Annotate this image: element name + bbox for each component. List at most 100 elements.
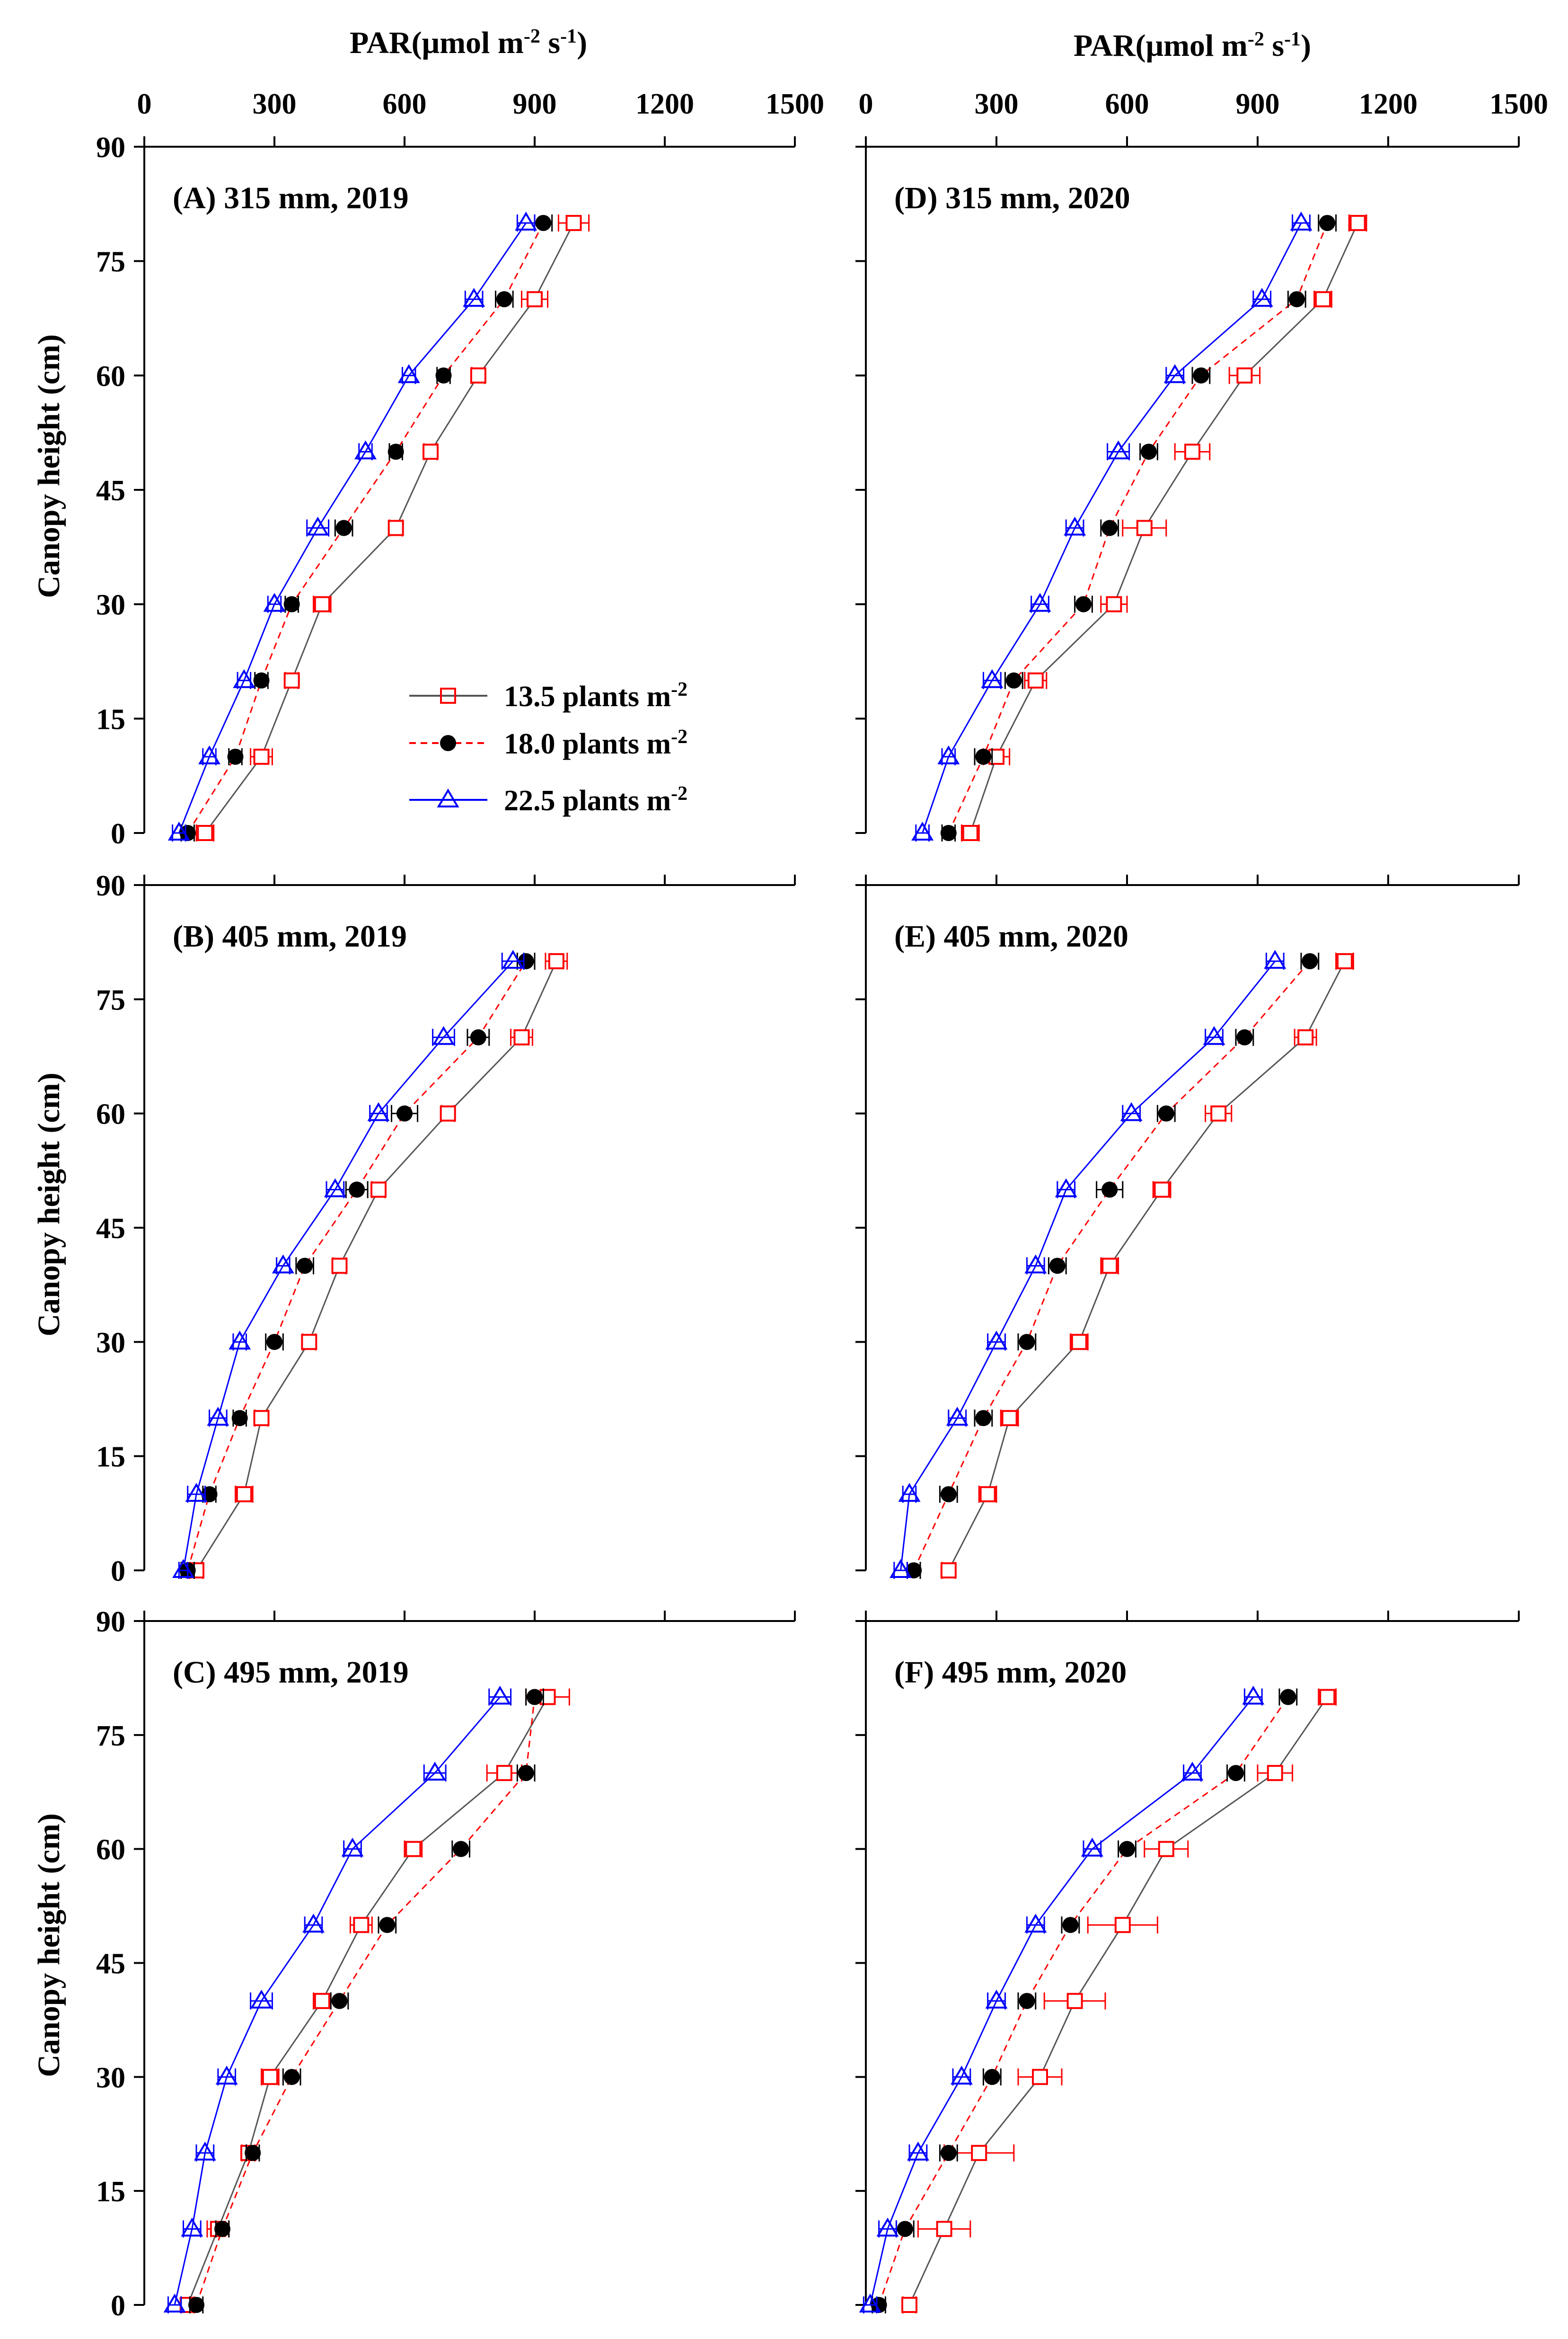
data-point-22-5 <box>163 2294 186 2312</box>
data-point-18-0 <box>1101 520 1118 536</box>
data-point-18-0 <box>179 825 196 841</box>
data-point-18-0 <box>940 1486 957 1503</box>
data-point-22-5 <box>1203 1026 1225 1045</box>
data-point-13-5 <box>253 748 270 765</box>
y-tick-label: 90 <box>96 870 125 902</box>
data-point-22-5 <box>1290 212 1313 231</box>
data-point-18-0 <box>1319 215 1336 231</box>
x-tick-label: 900 <box>513 88 557 120</box>
data-point-13-5 <box>1071 1334 1087 1350</box>
data-point-18-0 <box>388 443 404 460</box>
x-tick-label: 0 <box>859 88 873 120</box>
data-point-13-5 <box>1136 520 1153 536</box>
series-line-2 <box>187 961 527 1571</box>
data-point-22-5 <box>397 364 420 383</box>
data-point-22-5 <box>324 1178 346 1197</box>
data-point-13-5 <box>253 1410 270 1426</box>
y-tick-label: 60 <box>96 360 125 392</box>
data-point-22-5 <box>1107 440 1130 460</box>
x-tick-label: 300 <box>253 88 297 120</box>
y-tick-label: 60 <box>96 1834 125 1866</box>
data-point-22-5 <box>250 1989 273 2009</box>
data-point-13-5 <box>1210 1105 1227 1122</box>
y-tick-label: 45 <box>96 1948 125 1980</box>
data-point-18-0 <box>227 748 244 765</box>
data-point-22-5 <box>859 2294 881 2312</box>
data-point-18-0 <box>940 825 957 841</box>
data-point-18-0 <box>396 1105 413 1122</box>
y-axis-title-c: Canopy height (cm) <box>32 1813 66 2077</box>
data-point-18-0 <box>1101 1181 1118 1198</box>
data-point-18-0 <box>214 2221 230 2237</box>
data-point-13-5 <box>1349 215 1366 231</box>
data-point-22-5 <box>463 288 485 307</box>
data-point-18-0 <box>1236 1029 1253 1045</box>
legend-marker-open-square <box>440 688 456 704</box>
y-tick-label: 15 <box>96 703 125 735</box>
data-point-13-5 <box>1106 596 1122 612</box>
data-point-18-0 <box>245 2144 261 2161</box>
data-point-13-5 <box>1001 1410 1018 1426</box>
y-tick-label: 75 <box>96 246 125 278</box>
data-point-22-5 <box>1242 1685 1265 1705</box>
data-point-22-5 <box>946 1407 969 1426</box>
legend-entry-22-5: 22.5 plants m-2 <box>409 783 687 817</box>
data-point-22-5 <box>167 822 190 841</box>
y-tick-label: 30 <box>96 589 125 621</box>
data-point-13-5 <box>353 1917 370 1933</box>
data-point-18-0 <box>435 367 452 384</box>
data-point-13-5 <box>301 1334 317 1350</box>
data-point-22-5 <box>1251 288 1273 307</box>
legend-entry-13-5: 13.5 plants m-2 <box>409 679 687 713</box>
data-point-13-5 <box>1315 291 1331 308</box>
x-tick-label: 1200 <box>1359 88 1418 120</box>
x-axis-title-left: PAR(μmol m-2 s-1) <box>350 26 587 60</box>
data-point-22-5 <box>432 1026 455 1045</box>
data-point-22-5 <box>985 1989 1008 2009</box>
data-point-22-5 <box>341 1837 364 1857</box>
data-point-22-5 <box>1055 1178 1077 1197</box>
data-point-13-5 <box>388 520 404 536</box>
data-point-22-5 <box>272 1254 294 1274</box>
data-point-22-5 <box>354 440 377 460</box>
data-point-22-5 <box>985 1330 1008 1350</box>
data-point-22-5 <box>229 1330 251 1350</box>
y-tick-label: 0 <box>111 2290 125 2322</box>
data-point-13-5 <box>1297 1029 1314 1045</box>
x-tick-label: 1500 <box>766 88 824 120</box>
y-tick-label: 0 <box>111 1555 125 1587</box>
data-point-13-5 <box>405 1841 422 1857</box>
panel-5: (E) 405 mm, 2020 <box>855 875 1520 1579</box>
data-point-18-0 <box>231 1410 248 1426</box>
y-tick-label: 75 <box>96 1720 125 1752</box>
data-point-22-5 <box>890 1559 912 1578</box>
data-point-13-5 <box>370 1181 387 1198</box>
data-point-22-5 <box>1064 516 1086 536</box>
y-tick-label: 60 <box>96 1099 125 1131</box>
data-point-22-5 <box>937 745 960 764</box>
data-point-13-5 <box>971 2144 987 2161</box>
y-tick-label: 45 <box>96 475 125 507</box>
data-point-18-0 <box>297 1258 313 1274</box>
x-tick-label: 600 <box>1105 88 1149 120</box>
data-point-18-0 <box>453 1841 469 1857</box>
data-point-13-5 <box>548 953 564 969</box>
data-point-22-5 <box>367 1102 390 1121</box>
y-tick-label: 30 <box>96 1327 125 1359</box>
data-point-18-0 <box>1158 1105 1174 1122</box>
x-tick-label: 1500 <box>1489 88 1548 120</box>
data-point-13-5 <box>331 1258 348 1274</box>
data-point-13-5 <box>314 1993 330 2009</box>
data-point-22-5 <box>1181 1762 1204 1781</box>
data-point-13-5 <box>940 1562 957 1578</box>
panel-title: (F) 495 mm, 2020 <box>894 1655 1127 1690</box>
data-point-22-5 <box>1029 593 1051 612</box>
y-tick-label: 90 <box>96 1606 125 1638</box>
panel-6: (F) 495 mm, 2020 <box>855 1611 1520 2313</box>
data-point-22-5 <box>172 1559 194 1578</box>
data-point-22-5 <box>198 745 220 764</box>
data-point-18-0 <box>1141 443 1157 460</box>
data-point-18-0 <box>975 1410 992 1426</box>
